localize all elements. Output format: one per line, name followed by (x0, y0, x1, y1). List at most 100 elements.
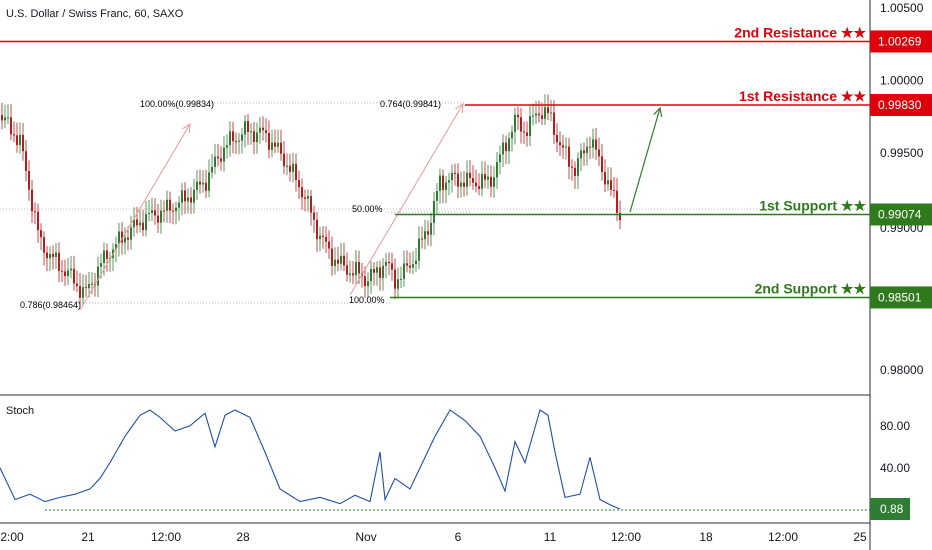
fib-label-100: 100.00% (349, 295, 385, 305)
candle-body (34, 211, 36, 213)
candle-body (475, 182, 477, 187)
candle-body (292, 163, 294, 172)
price-badge-label: 1.00269 (878, 34, 922, 48)
level-label: 2nd Support ★★ (755, 280, 867, 296)
stoch-tick-label: 80.00 (880, 419, 910, 433)
price-badge-label: 0.99074 (878, 207, 922, 221)
candle-body (61, 270, 63, 272)
candle-body (601, 156, 603, 173)
candle-body (346, 265, 348, 275)
sr-levels: 2nd Resistance ★★ 1.00269 1st Resistance ★… (0, 24, 932, 309)
price-candles (1, 94, 621, 306)
candle-body (334, 259, 336, 266)
candle-body (574, 167, 576, 176)
candle-body (598, 149, 600, 157)
candle-body (43, 237, 45, 253)
price-badge-label: 0.98501 (878, 290, 922, 304)
candle-body (544, 107, 546, 119)
candle-body (70, 268, 72, 271)
candle-body (409, 265, 411, 268)
time-tick-label: 12:00 (151, 530, 181, 544)
projection-arrow-red-head (455, 103, 464, 114)
candle-body (166, 199, 168, 211)
candle-body (421, 238, 423, 240)
candle-body (319, 235, 321, 240)
candle-body (418, 238, 420, 261)
candle-body (328, 241, 330, 249)
candle-body (298, 180, 300, 188)
candle-body (493, 177, 495, 187)
candle-body (91, 283, 93, 285)
candle-body (388, 261, 390, 264)
candle-body (559, 142, 561, 146)
candle-body (490, 176, 492, 187)
candle-body (442, 175, 444, 191)
candle-body (82, 287, 84, 298)
candle-body (448, 180, 450, 183)
candle-body (496, 162, 498, 178)
candle-body (148, 212, 150, 214)
candle-body (382, 265, 384, 278)
candle-body (193, 189, 195, 203)
candle-body (145, 213, 147, 231)
candle-body (271, 142, 273, 150)
candle-body (550, 112, 552, 114)
candle-body (532, 115, 534, 117)
stoch-axis: 80.00 40.00 (880, 419, 910, 475)
candle-body (4, 117, 6, 121)
time-axis: 2:00 21 12:00 28 Nov 6 11 12:00 18 12:00 25 (0, 530, 867, 544)
chart-title: U.S. Dollar / Swiss Franc, 60, SAXO (6, 8, 184, 20)
candle-body (190, 197, 192, 203)
candle-body (238, 140, 240, 142)
candle-body (430, 222, 432, 235)
candle-body (397, 279, 399, 289)
candle-body (214, 156, 216, 167)
candle-body (64, 271, 66, 277)
candle-body (541, 115, 543, 119)
projection-arrow-red (79, 123, 191, 311)
candle-body (436, 191, 438, 201)
candle-body (52, 253, 54, 258)
candle-body (229, 131, 231, 146)
candle-body (169, 199, 171, 211)
fib-label-green: 100.00%(0.99834) (140, 99, 214, 109)
candle-body (499, 154, 501, 163)
candle-body (184, 190, 186, 202)
candle-body (268, 133, 270, 150)
projection-arrow-red (349, 103, 464, 296)
time-tick-label: Nov (355, 530, 376, 544)
candle-body (481, 174, 483, 189)
candle-body (22, 134, 24, 152)
price-tick-label: 0.99500 (880, 146, 924, 160)
candle-body (538, 113, 540, 116)
candle-body (28, 170, 30, 190)
candle-body (163, 210, 165, 212)
level-label: 1st Support ★★ (759, 197, 866, 213)
candle-body (40, 230, 42, 238)
candle-body (343, 255, 345, 266)
candle-body (502, 142, 504, 155)
candle-body (487, 176, 489, 180)
candle-body (592, 139, 594, 148)
candle-body (253, 131, 255, 143)
price-badge (870, 203, 932, 226)
candle-body (157, 215, 159, 223)
price-tick-label: 1.00000 (880, 73, 924, 87)
time-tick-label: 28 (236, 530, 250, 544)
projection-arrows (79, 103, 663, 311)
candle-body (199, 181, 201, 185)
candle-body (403, 263, 405, 279)
candle-body (577, 158, 579, 176)
candle-body (142, 222, 144, 231)
candle-body (610, 180, 612, 190)
candle-body (508, 138, 510, 152)
level-label: 2nd Resistance ★★ (734, 24, 866, 40)
candle-body (412, 264, 414, 268)
candle-body (517, 114, 519, 118)
candle-body (226, 145, 228, 148)
candle-body (322, 235, 324, 237)
candle-body (535, 113, 537, 116)
candle-body (244, 121, 246, 135)
candle-body (364, 276, 366, 287)
candle-body (526, 132, 528, 136)
